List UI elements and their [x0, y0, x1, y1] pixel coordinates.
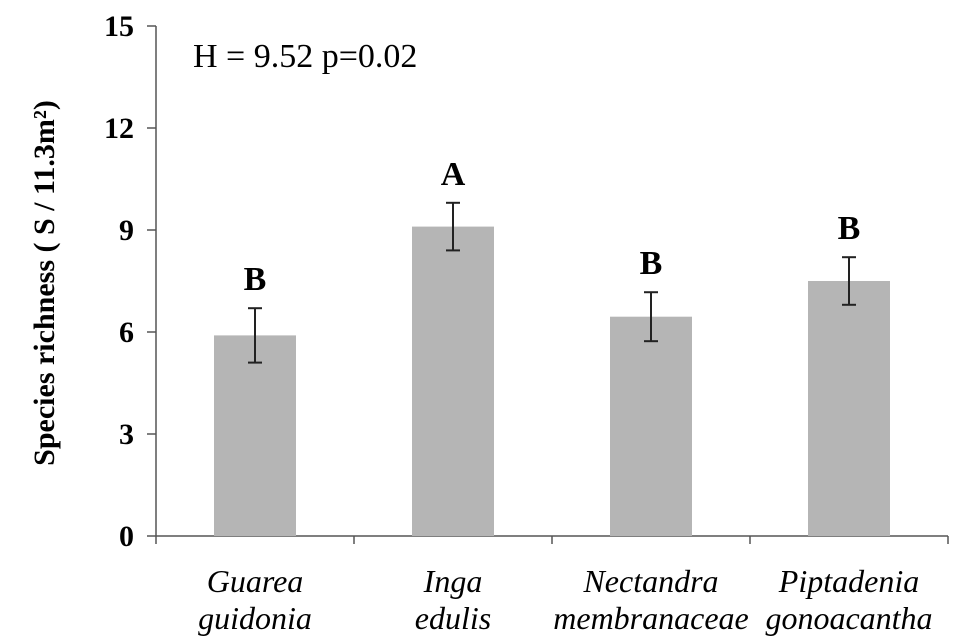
x-axis [155, 535, 949, 544]
y-axis-label: Species richness ( S / 11.3m²) [28, 100, 61, 466]
bar [214, 335, 296, 536]
y-tick-label: 9 [119, 214, 134, 247]
x-category-label: Guarea guidonia [198, 563, 312, 636]
y-tick-label: 3 [119, 418, 134, 451]
bar [610, 316, 692, 536]
y-tick-label: 12 [104, 112, 134, 145]
significance-letter: A [441, 156, 466, 193]
y-tick-label: 0 [119, 520, 134, 553]
bar [412, 226, 494, 536]
statistics-annotation: H = 9.52 p=0.02 [193, 38, 417, 75]
bar [808, 281, 890, 536]
x-category-label: Piptadenia gonoacantha [765, 563, 932, 636]
x-category-label: Inga edulis [415, 563, 491, 636]
significance-letter: B [838, 210, 861, 247]
y-tick-label: 15 [104, 10, 134, 43]
y-axis: 0 3 6 9 12 15 [104, 10, 157, 553]
significance-letter: B [640, 245, 663, 282]
significance-letter: B [244, 261, 267, 298]
y-tick-label: 6 [119, 316, 134, 349]
bars: B Guarea guidonia A Inga edulis B Nectandra memb… [198, 156, 932, 636]
x-category-label: Nectandra membranaceae [553, 563, 748, 636]
